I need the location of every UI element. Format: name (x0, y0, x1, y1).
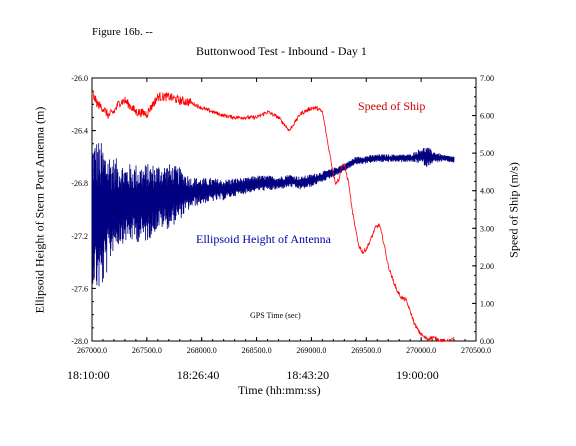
hms-label: 18:26:40 (176, 368, 220, 382)
y-right-tick-label: 7.00 (480, 74, 494, 83)
y-left-tick-label: -28.0 (71, 337, 88, 346)
y-left-tick-label: -26.0 (71, 74, 88, 83)
chart-title: Buttonwood Test - Inbound - Day 1 (196, 44, 367, 58)
x-tick-label: 269500.0 (351, 346, 381, 355)
x-axis-title: Time (hh:mm:ss) (238, 383, 321, 397)
hms-label: 19:00:00 (396, 368, 439, 382)
y-right-tick-label: 5.00 (480, 149, 494, 158)
y-left-tick-label: -27.6 (71, 284, 88, 293)
x-tick-label: 268500.0 (242, 346, 272, 355)
y-left-tick-label: -27.2 (71, 232, 88, 241)
height-series-label: Ellipsoid Height of Antenna (196, 232, 331, 246)
y-left-tick-label: -26.8 (71, 179, 88, 188)
y-left-tick-label: -26.4 (71, 127, 88, 136)
series-line-height (91, 143, 455, 287)
x-tick-label: 270500.0 (461, 346, 491, 355)
y-right-tick-label: 3.00 (480, 224, 494, 233)
x-tick-label: 269000.0 (296, 346, 326, 355)
x-tick-label: 268000.0 (187, 346, 217, 355)
x-tick-label: 270000.0 (406, 346, 436, 355)
series-line-speed (91, 91, 455, 343)
y-right-tick-label: 2.00 (480, 262, 494, 271)
y-right-tick-label: 4.00 (480, 187, 494, 196)
speed-series-label: Speed of Ship (358, 99, 426, 113)
hms-label: 18:43:20 (286, 368, 330, 382)
x-tick-label: 267000.0 (77, 346, 107, 355)
y-right-tick-label: 1.00 (480, 299, 494, 308)
y-right-tick-label: 0.00 (480, 337, 494, 346)
x-tick-label: 267500.0 (132, 346, 162, 355)
figure-label: Figure 16b. -- (92, 26, 153, 38)
gps-time-label: GPS Time (sec) (250, 311, 301, 320)
y-right-tick-label: 6.00 (480, 112, 494, 121)
hms-label: 18:10:00 (67, 368, 110, 382)
